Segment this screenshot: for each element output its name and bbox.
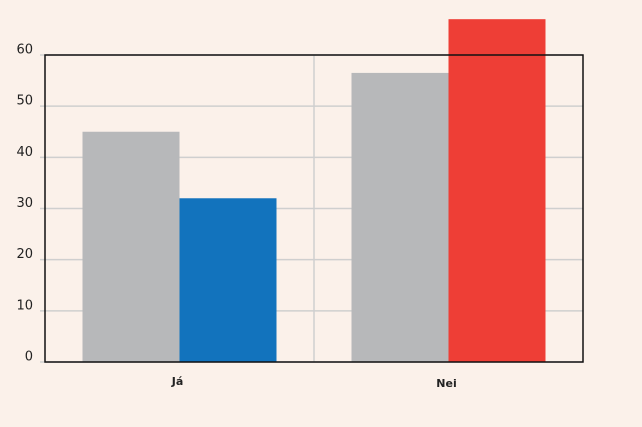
y-tick-label: 10 [16,298,33,313]
y-tick-label: 60 [16,43,33,58]
y-tick-label: 30 [16,196,33,211]
plot-frame [44,54,584,363]
x-tick-label: Nei [436,377,456,390]
bar [179,198,277,362]
y-tick-label: 20 [16,247,33,262]
bar [448,19,546,363]
y-tick-label: 50 [16,94,33,109]
y-tick-label: 0 [25,350,33,365]
x-tick-label: Já [171,375,184,388]
y-tick-label: 40 [16,145,33,160]
bar [82,131,180,362]
bar [351,72,449,363]
